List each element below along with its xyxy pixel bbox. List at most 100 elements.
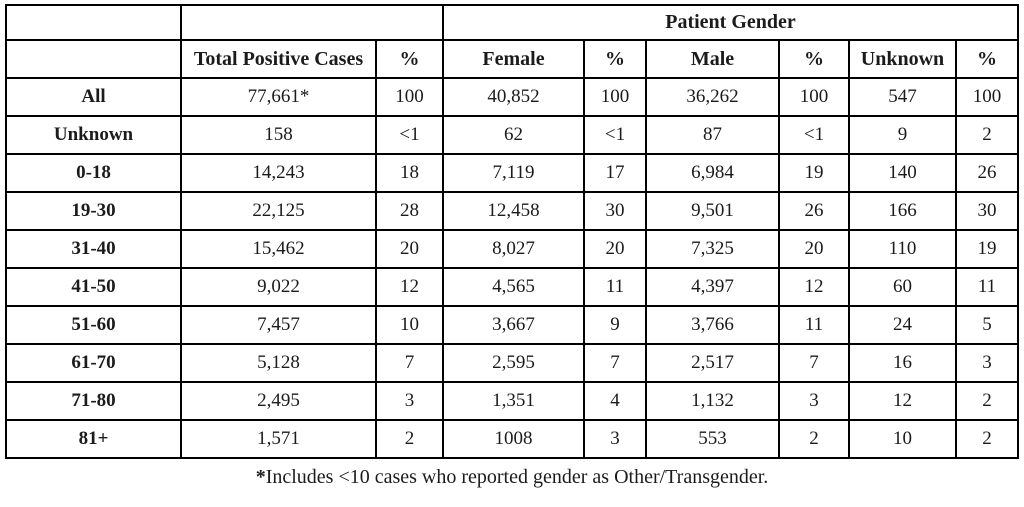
data-cell: 15,462 bbox=[180, 229, 377, 269]
column-header: Total Positive Cases bbox=[180, 39, 377, 79]
data-cell: <1 bbox=[375, 115, 444, 155]
data-cell: 20 bbox=[375, 229, 444, 269]
data-cell: 62 bbox=[442, 115, 585, 155]
data-cell: 20 bbox=[778, 229, 850, 269]
data-cell: 11 bbox=[954, 267, 1020, 307]
patient-gender-span-header: Patient Gender bbox=[441, 4, 1020, 41]
data-cell: 10 bbox=[848, 419, 957, 459]
data-cell: 3,766 bbox=[645, 305, 780, 345]
data-cell: 77,661* bbox=[180, 77, 377, 117]
row-label: 31-40 bbox=[5, 229, 182, 269]
blank-corner-cell bbox=[5, 4, 182, 41]
data-cell: 12 bbox=[848, 381, 957, 421]
table-row: 19-30 22,125 28 12,458 30 9,501 26 166 30 bbox=[5, 191, 1020, 231]
table-row: 71-80 2,495 3 1,351 4 1,132 3 12 2 bbox=[5, 381, 1020, 421]
row-label: 81+ bbox=[5, 419, 182, 459]
data-cell: 12,458 bbox=[442, 191, 585, 231]
data-cell: 12 bbox=[778, 267, 850, 307]
data-cell: 60 bbox=[848, 267, 957, 307]
data-cell: 100 bbox=[954, 77, 1020, 117]
data-cell: 26 bbox=[954, 153, 1020, 193]
row-label: 41-50 bbox=[5, 267, 182, 307]
column-header: % bbox=[954, 39, 1020, 79]
table-row: 0-18 14,243 18 7,119 17 6,984 19 140 26 bbox=[5, 153, 1020, 193]
data-cell: 3 bbox=[583, 419, 647, 459]
data-cell: 12 bbox=[375, 267, 444, 307]
data-cell: 100 bbox=[778, 77, 850, 117]
row-label: 19-30 bbox=[5, 191, 182, 231]
data-cell: 110 bbox=[848, 229, 957, 269]
table-row: 51-60 7,457 10 3,667 9 3,766 11 24 5 bbox=[5, 305, 1020, 345]
data-cell: 4 bbox=[583, 381, 647, 421]
data-cell: <1 bbox=[583, 115, 647, 155]
table-row: 41-50 9,022 12 4,565 11 4,397 12 60 11 bbox=[5, 267, 1020, 307]
footnote-asterisk: * bbox=[255, 466, 266, 488]
data-cell: 30 bbox=[954, 191, 1020, 231]
data-cell: 9 bbox=[848, 115, 957, 155]
column-header: Male bbox=[645, 39, 780, 79]
data-cell: 18 bbox=[375, 153, 444, 193]
column-header: % bbox=[583, 39, 647, 79]
data-cell: 22,125 bbox=[180, 191, 377, 231]
data-cell: 24 bbox=[848, 305, 957, 345]
column-header: % bbox=[375, 39, 444, 79]
data-cell: 7 bbox=[583, 343, 647, 383]
data-cell: 9,501 bbox=[645, 191, 780, 231]
table-row: 81+ 1,571 2 1008 3 553 2 10 2 bbox=[5, 419, 1020, 459]
data-cell: 28 bbox=[375, 191, 444, 231]
column-header: Female bbox=[442, 39, 585, 79]
data-cell: 158 bbox=[180, 115, 377, 155]
data-cell: 26 bbox=[778, 191, 850, 231]
table-row: 61-70 5,128 7 2,595 7 2,517 7 16 3 bbox=[5, 343, 1020, 383]
footnote: *Includes <10 cases who reported gender … bbox=[0, 466, 1024, 489]
data-cell: 40,852 bbox=[442, 77, 585, 117]
data-cell: 1,571 bbox=[180, 419, 377, 459]
data-cell: 4,565 bbox=[442, 267, 585, 307]
data-cell: 2,517 bbox=[645, 343, 780, 383]
table-row: Unknown 158 <1 62 <1 87 <1 9 2 bbox=[5, 115, 1020, 155]
data-cell: 3,667 bbox=[442, 305, 585, 345]
data-cell: 2 bbox=[954, 381, 1020, 421]
row-label: 71-80 bbox=[5, 381, 182, 421]
data-cell: 10 bbox=[375, 305, 444, 345]
column-header: % bbox=[778, 39, 850, 79]
data-cell: 9 bbox=[583, 305, 647, 345]
row-label: Unknown bbox=[5, 115, 182, 155]
data-cell: 7,325 bbox=[645, 229, 780, 269]
table-row: 31-40 15,462 20 8,027 20 7,325 20 110 19 bbox=[5, 229, 1020, 269]
data-cell: 547 bbox=[848, 77, 957, 117]
data-cell: 11 bbox=[583, 267, 647, 307]
data-cell: 7 bbox=[778, 343, 850, 383]
data-cell: 2 bbox=[954, 115, 1020, 155]
data-cell: 3 bbox=[954, 343, 1020, 383]
row-label: All bbox=[5, 77, 182, 117]
data-cell: 166 bbox=[848, 191, 957, 231]
data-cell: 19 bbox=[778, 153, 850, 193]
data-cell: 2 bbox=[375, 419, 444, 459]
data-cell: 2,495 bbox=[180, 381, 377, 421]
footnote-text: Includes <10 cases who reported gender a… bbox=[265, 466, 769, 488]
table-head: Patient Gender Total Positive Cases% Fema… bbox=[5, 4, 1020, 79]
data-cell: 14,243 bbox=[180, 153, 377, 193]
blank-header-cell bbox=[5, 39, 182, 79]
table-row: All 77,661* 100 40,852 100 36,262 100 547 100 bbox=[5, 77, 1020, 117]
row-label: 61-70 bbox=[5, 343, 182, 383]
data-cell: 2,595 bbox=[442, 343, 585, 383]
data-cell: 140 bbox=[848, 153, 957, 193]
data-cell: 1,132 bbox=[645, 381, 780, 421]
column-header: Unknown bbox=[848, 39, 957, 79]
data-cell: 7 bbox=[375, 343, 444, 383]
data-cell: 17 bbox=[583, 153, 647, 193]
data-cell: 553 bbox=[645, 419, 780, 459]
table-body: All 77,661* 100 40,852 100 36,262 100 547 100 Unk… bbox=[5, 77, 1020, 459]
data-cell: 100 bbox=[375, 77, 444, 117]
data-cell: 100 bbox=[583, 77, 647, 117]
blank-totals-span-cell bbox=[180, 4, 444, 41]
data-cell: <1 bbox=[778, 115, 850, 155]
row-label: 51-60 bbox=[5, 305, 182, 345]
data-cell: 11 bbox=[778, 305, 850, 345]
data-cell: 16 bbox=[848, 343, 957, 383]
data-cell: 9,022 bbox=[180, 267, 377, 307]
data-cell: 3 bbox=[778, 381, 850, 421]
